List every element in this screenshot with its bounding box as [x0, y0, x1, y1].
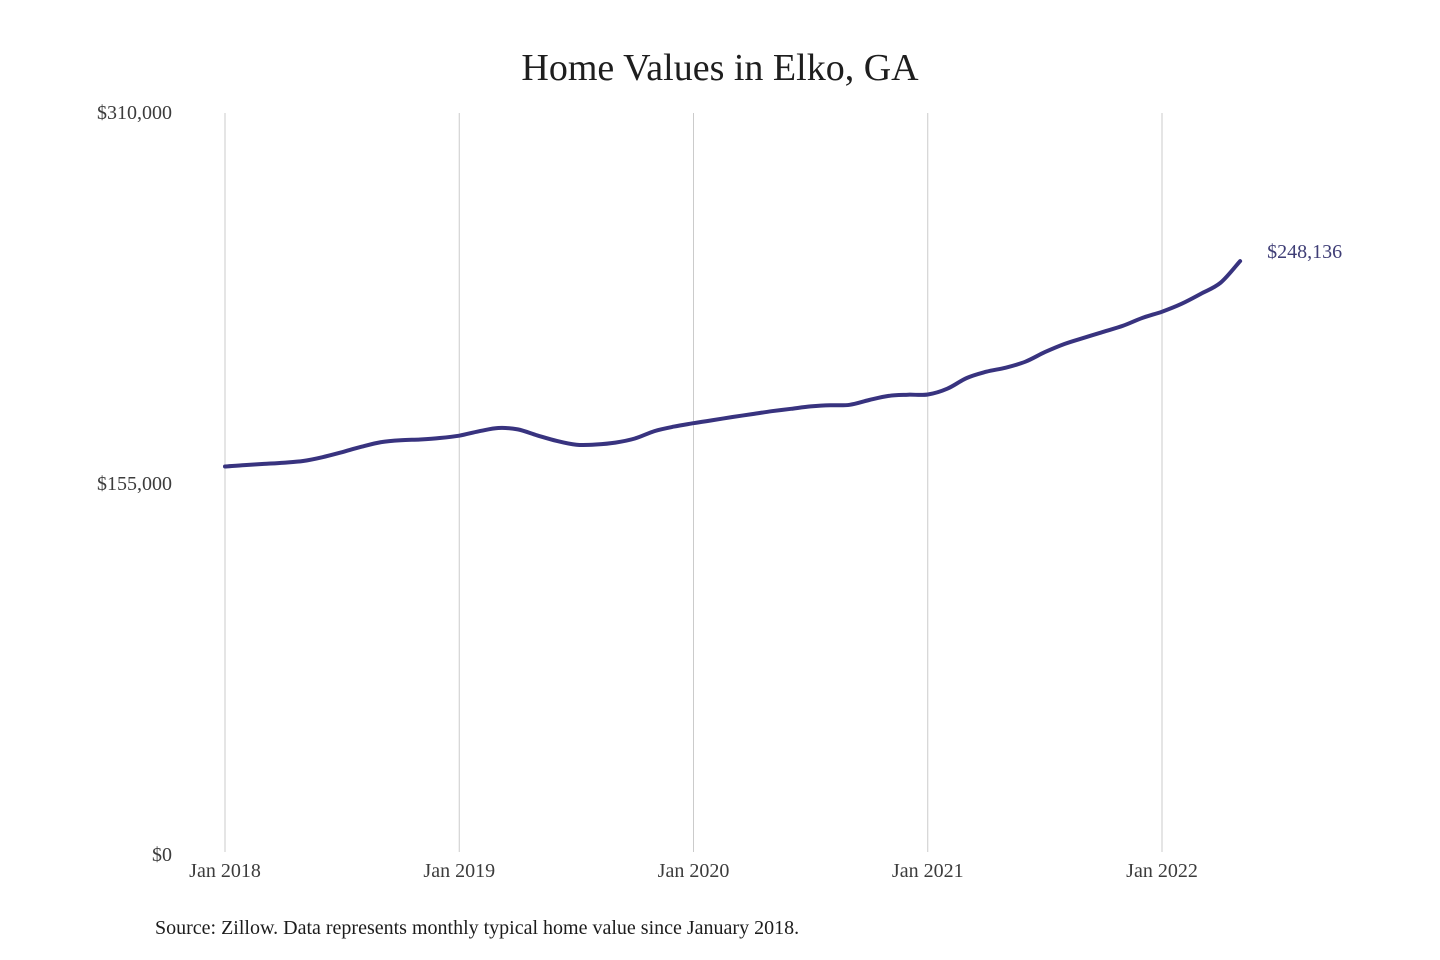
source-note: Source: Zillow. Data represents monthly …: [155, 917, 800, 939]
x-tick-label: Jan 2020: [657, 860, 730, 882]
chart-title: Home Values in Elko, GA: [521, 47, 919, 89]
x-tick-label: Jan 2021: [891, 860, 964, 882]
latest-value-label: $248,136: [1267, 241, 1343, 264]
x-tick-label: Jan 2022: [1126, 860, 1198, 882]
y-tick-label: $310,000: [97, 102, 172, 124]
x-tick-label: Jan 2019: [423, 860, 496, 882]
y-tick-label: $0: [152, 844, 172, 866]
x-tick-label: Jan 2018: [189, 860, 261, 882]
vertical-gridlines: [224, 113, 1163, 852]
home-value-line: [223, 259, 1243, 469]
y-tick-label: $155,000: [97, 473, 172, 495]
